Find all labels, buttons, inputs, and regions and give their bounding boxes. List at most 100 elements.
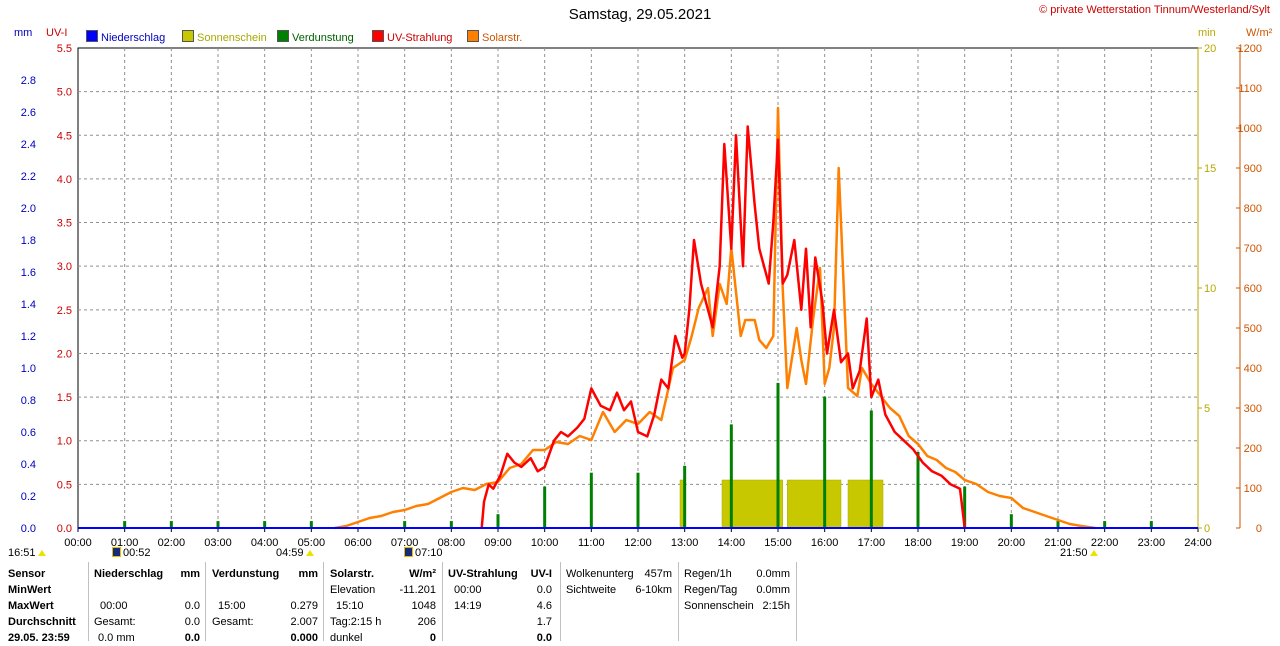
min-axis-unit: min: [1198, 27, 1216, 39]
x-tick-label: 08:00: [438, 537, 466, 549]
sunshine-bar: [847, 479, 884, 529]
legend-label: Solarstr.: [482, 32, 523, 44]
wm2-tick-label: 900: [1244, 163, 1262, 175]
x-tick-label: 15:00: [764, 537, 792, 549]
niederschlag-total-label: Gesamt:: [94, 616, 136, 628]
uv-tick-label: 4.5: [57, 130, 72, 142]
wm2-tick-label: 1200: [1238, 43, 1262, 55]
sonnenschein-val: 2:15h: [762, 600, 790, 612]
sun-event-sunset: 21:50: [1060, 547, 1100, 559]
uv-tick-label: 5.5: [57, 43, 72, 55]
wm2-tick-label: 0: [1256, 523, 1262, 535]
moon-icon: [404, 547, 413, 557]
stats-verdunstung-col: Verdunstung mm 15:00 0.279 Gesamt: 2.007 0.…: [212, 566, 318, 646]
uv-tick-label: 3.5: [57, 218, 72, 230]
legend-solar: Solarstr.: [467, 30, 522, 44]
uv-tick-label: 0.0: [57, 523, 72, 535]
stats-uv-col: UV-Strahlung UV-I 00:00 0.0 14:19 4.6 1.7 0…: [448, 566, 552, 646]
stats-wolken-col: Wolkenunterg 457m Sichtweite 6-10km: [566, 566, 672, 598]
uv-tick-label: 5.0: [57, 87, 72, 99]
uv-header: UV-Strahlung: [448, 568, 518, 580]
x-tick-label: 05:00: [298, 537, 326, 549]
legend-label: Niederschlag: [101, 32, 166, 44]
legend-niederschlag: Niederschlag: [86, 30, 165, 44]
stats-sensor-header: Sensor: [8, 568, 46, 580]
legend-label: UV-Strahlung: [387, 32, 453, 44]
uv-avg: 1.7: [536, 616, 552, 628]
solar-header: Solarstr.: [330, 568, 375, 580]
x-tick-label: 03:00: [204, 537, 232, 549]
niederschlag-current-right: 0.0: [184, 632, 200, 644]
niederschlag-unit: mm: [180, 568, 200, 580]
x-tick-label: 19:00: [951, 537, 979, 549]
mm-tick-label: 1.0: [21, 363, 36, 375]
sun-event-moon: 00:52: [112, 547, 151, 559]
wolken-val: 457m: [644, 568, 672, 580]
x-tick-label: 06:00: [344, 537, 372, 549]
legend-swatch-uv: [372, 30, 384, 42]
x-tick-label: 10:00: [531, 537, 559, 549]
mm-axis-unit: mm: [14, 27, 33, 39]
niederschlag-header: Niederschlag: [94, 568, 164, 580]
uv-unit: UV-I: [530, 568, 552, 580]
niederschlag-maxval: 0.0: [184, 600, 200, 612]
min-tick-label: 20: [1204, 43, 1216, 55]
sicht-label: Sichtweite: [566, 584, 617, 596]
niederschlag-total: 0.0: [184, 616, 200, 628]
verdunstung-total: 2.007: [290, 616, 318, 628]
verdunstung-header: Verdunstung: [212, 568, 280, 580]
legend-swatch-solar: [467, 30, 479, 42]
x-tick-label: 01:00: [111, 537, 139, 549]
uv-tick-label: 2.0: [57, 348, 72, 360]
sun-icon: [37, 550, 46, 556]
stats-sensor-col: Sensor MinWert MaxWert Durchschnitt 29.0…: [8, 566, 76, 646]
stats-regen-col: Regen/1h 0.0mm Regen/Tag 0.0mm Sonnenschei…: [684, 566, 790, 614]
uv-maxval: 4.6: [536, 600, 552, 612]
wolken-label: Wolkenunterg: [566, 568, 634, 580]
x-tick-label: 02:00: [158, 537, 186, 549]
mm-tick-label: 0.8: [21, 395, 36, 407]
legend-swatch-niederschlag: [86, 30, 98, 42]
x-tick-label: 16:00: [811, 537, 839, 549]
solar-day-label: Tag:2:15 h: [330, 616, 382, 628]
mm-tick-label: 0.4: [21, 459, 36, 471]
wm2-tick-label: 800: [1244, 203, 1262, 215]
moon-icon: [112, 547, 121, 557]
solar-dark-val: 0: [429, 632, 436, 644]
min-tick-label: 5: [1204, 403, 1210, 415]
verdunstung-current: 0.000: [290, 632, 318, 644]
x-tick-label: 12:00: [624, 537, 652, 549]
sicht-val: 6-10km: [635, 584, 672, 596]
uv-maxtime: 14:19: [454, 600, 482, 612]
verdunstung-maxval: 0.279: [290, 600, 318, 612]
legend-uv: UV-Strahlung: [372, 30, 452, 44]
solar-dark-label: dunkel: [330, 632, 363, 644]
solar-series-line: [334, 106, 1096, 530]
sun-icon: [305, 550, 314, 556]
regen1h-val: 0.0mm: [756, 568, 790, 580]
wm2-axis-unit: W/m²: [1246, 27, 1273, 39]
solar-elev-label: Elevation: [330, 584, 376, 596]
niederschlag-current: 0.0 mm: [98, 632, 135, 644]
x-tick-label: 24:00: [1184, 537, 1212, 549]
legend-label: Verdunstung: [292, 32, 354, 44]
x-tick-label: 07:00: [391, 537, 419, 549]
sun-event-sunrise-marker: 16:51: [8, 547, 48, 559]
mm-tick-label: 1.8: [21, 235, 36, 247]
wm2-tick-label: 300: [1244, 403, 1262, 415]
sunshine-bar: [787, 479, 842, 529]
stats-row-max: MaxWert: [8, 600, 54, 612]
legend-sonnenschein: Sonnenschein: [182, 30, 267, 44]
regen1h-label: Regen/1h: [684, 568, 732, 580]
copyright-text: © private Wetterstation Tinnum/Westerlan…: [1039, 4, 1270, 16]
mm-tick-label: 0.6: [21, 427, 36, 439]
sun-event-label: 21:50: [1060, 547, 1088, 559]
solar-day-val: 206: [417, 616, 436, 628]
legend-swatch-sonnenschein: [182, 30, 194, 42]
uv-tick-label: 1.5: [57, 392, 72, 404]
sonnenschein-label: Sonnenschein: [684, 600, 754, 612]
x-tick-label: 09:00: [484, 537, 512, 549]
mm-tick-label: 2.4: [21, 139, 36, 151]
wm2-tick-label: 100: [1244, 483, 1262, 495]
wm2-tick-label: 200: [1244, 443, 1262, 455]
